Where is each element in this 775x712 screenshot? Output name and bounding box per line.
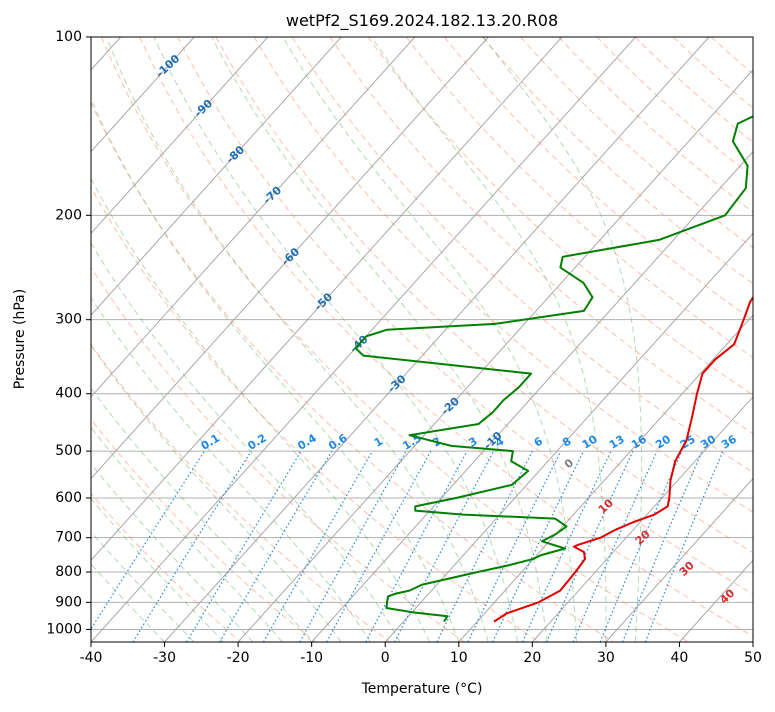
y-tick-label: 500 bbox=[55, 443, 82, 459]
y-tick-label: 900 bbox=[55, 594, 82, 610]
y-tick-label: 400 bbox=[55, 386, 82, 402]
x-tick-label: -10 bbox=[300, 650, 323, 666]
y-tick-label: 100 bbox=[55, 29, 82, 45]
y-tick-label: 200 bbox=[55, 207, 82, 223]
x-tick-label: 10 bbox=[450, 650, 468, 666]
x-tick-label: 50 bbox=[744, 650, 762, 666]
x-tick-label: 40 bbox=[671, 650, 689, 666]
x-tick-label: -40 bbox=[80, 650, 103, 666]
x-tick-label: 20 bbox=[523, 650, 541, 666]
chart-title: wetPf2_S169.2024.182.13.20.R08 bbox=[286, 11, 558, 31]
y-tick-label: 700 bbox=[55, 530, 82, 546]
x-tick-label: 30 bbox=[597, 650, 615, 666]
y-tick-label: 1000 bbox=[46, 621, 82, 637]
y-tick-label: 300 bbox=[55, 312, 82, 328]
y-axis-label: Pressure (hPa) bbox=[12, 289, 28, 389]
x-tick-label: -20 bbox=[227, 650, 250, 666]
x-axis-label: Temperature (°C) bbox=[361, 681, 483, 697]
y-tick-label: 800 bbox=[55, 564, 82, 580]
x-tick-label: 0 bbox=[381, 650, 390, 666]
x-tick-label: -30 bbox=[153, 650, 176, 666]
y-tick-label: 600 bbox=[55, 490, 82, 506]
